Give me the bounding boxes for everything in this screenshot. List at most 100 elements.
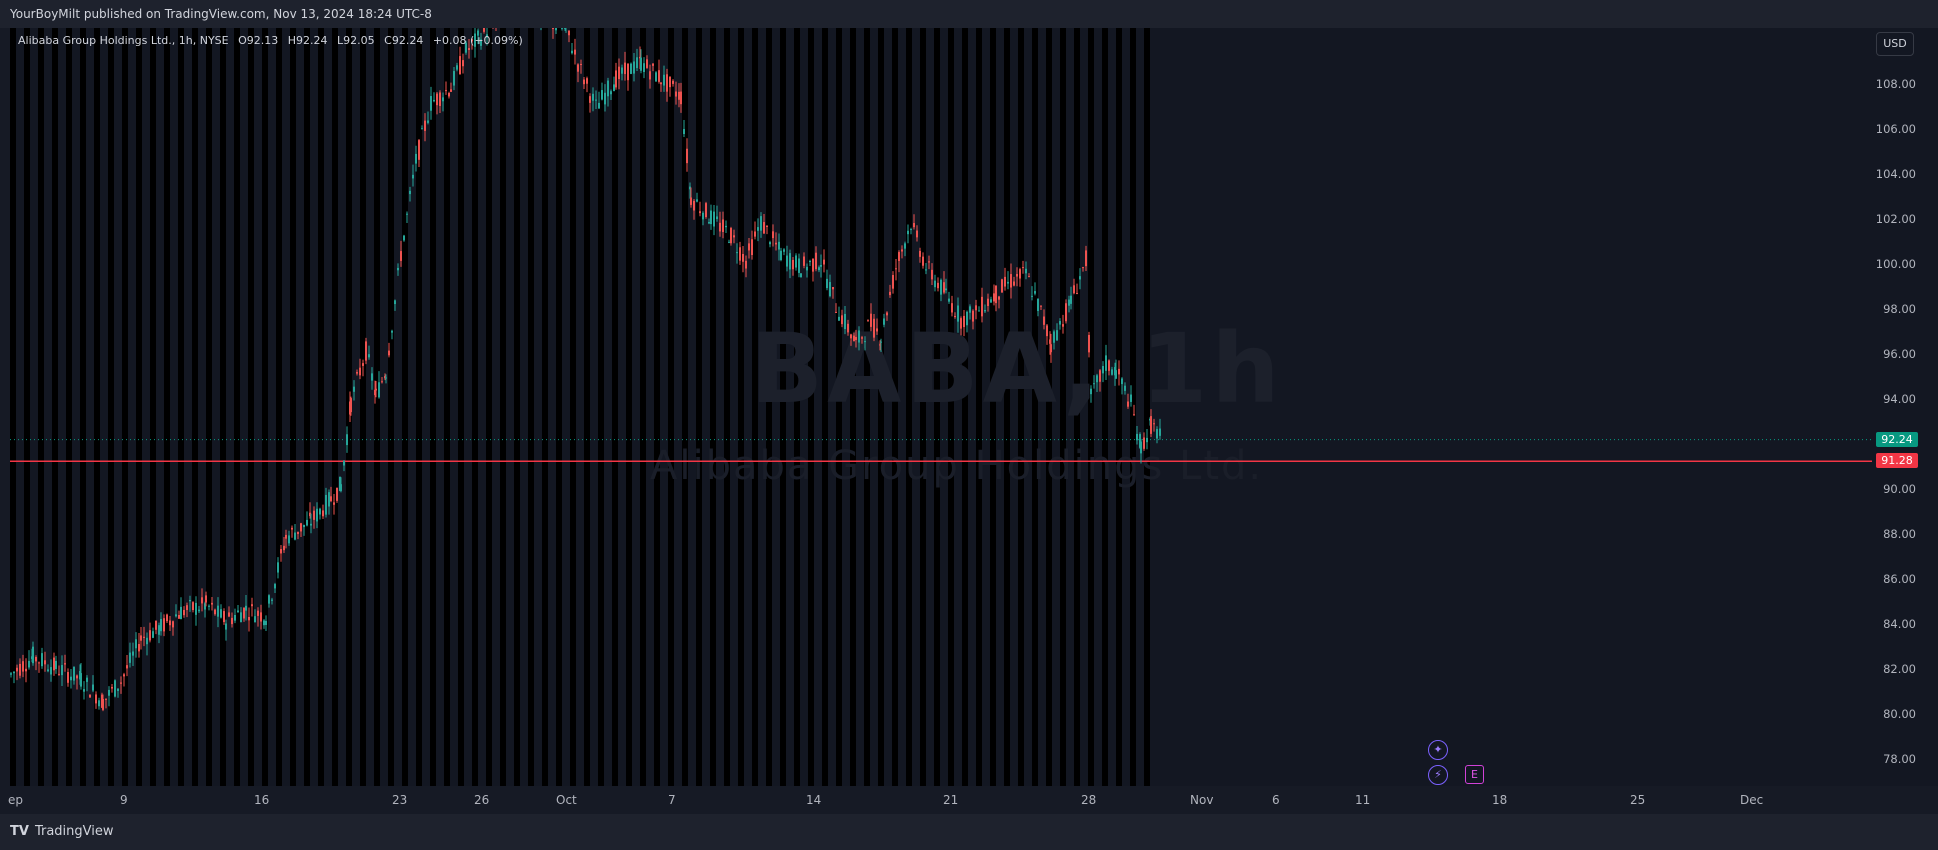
candle-body bbox=[10, 673, 12, 675]
price-axis[interactable]: 108.00 106.00 104.00 102.00 100.00 98.00 96.00… bbox=[1872, 28, 1938, 786]
tradingview-logo[interactable]: TV TradingView bbox=[10, 824, 113, 839]
time-tick: 16 bbox=[254, 793, 270, 807]
session-stripe bbox=[122, 28, 128, 786]
candle-body bbox=[143, 636, 145, 638]
candle-body bbox=[722, 219, 724, 233]
candle-body bbox=[725, 225, 727, 228]
candle-body bbox=[73, 666, 75, 681]
candle-body bbox=[129, 652, 131, 663]
candle-body bbox=[297, 531, 299, 535]
candle-body bbox=[403, 235, 405, 241]
star-event-icon[interactable]: ✦ bbox=[1428, 740, 1448, 760]
session-stripe bbox=[752, 28, 758, 786]
name-watermark: Alibaba Group Holdings Ltd. bbox=[650, 443, 1264, 489]
candle-body bbox=[1118, 368, 1120, 375]
candle-body bbox=[132, 651, 134, 656]
session-stripe bbox=[458, 28, 464, 786]
candle-body bbox=[76, 675, 78, 679]
candle-body bbox=[336, 487, 338, 501]
candle-body bbox=[995, 285, 997, 304]
legend-low: L92.05 bbox=[337, 34, 375, 47]
time-tick: 23 bbox=[392, 793, 408, 807]
session-stripe bbox=[1088, 28, 1094, 786]
price-tick: 84.00 bbox=[1883, 617, 1916, 631]
candle-body bbox=[873, 318, 875, 338]
price-tick: 102.00 bbox=[1875, 212, 1916, 226]
session-stripe bbox=[948, 28, 954, 786]
candle-body bbox=[205, 595, 207, 603]
candle-body bbox=[160, 618, 162, 632]
candle-body bbox=[1070, 295, 1072, 304]
candle-body bbox=[669, 76, 671, 88]
candle-body bbox=[477, 30, 479, 36]
session-stripe bbox=[276, 28, 282, 786]
candle-body bbox=[64, 663, 66, 665]
candle-body bbox=[415, 153, 417, 164]
candle-body bbox=[283, 545, 285, 551]
time-tick: 18 bbox=[1492, 793, 1508, 807]
candle-body bbox=[719, 222, 721, 232]
candle-body bbox=[552, 28, 554, 30]
ohlc-legend: Alibaba Group Holdings Ltd., 1h, NYSE O9… bbox=[18, 34, 529, 47]
candle-body bbox=[978, 310, 980, 312]
candle-body bbox=[574, 49, 576, 55]
footer-bar: TV TradingView bbox=[0, 814, 1938, 850]
candle-body bbox=[589, 96, 591, 103]
candle-body bbox=[89, 694, 91, 698]
session-stripe bbox=[822, 28, 828, 786]
candle-body bbox=[120, 682, 122, 684]
last-price-label: 92.24 bbox=[1876, 431, 1918, 447]
candle-body bbox=[613, 84, 615, 92]
legend-symbol-name[interactable]: Alibaba Group Holdings Ltd., 1h, NYSE bbox=[18, 34, 229, 47]
candle-body bbox=[775, 242, 777, 245]
candle-body bbox=[693, 200, 695, 211]
candle-body bbox=[853, 335, 855, 342]
candle-body bbox=[812, 258, 814, 272]
candle-body bbox=[356, 372, 358, 374]
candle-body bbox=[1121, 378, 1123, 385]
candle-body bbox=[925, 269, 927, 271]
session-stripe bbox=[654, 28, 660, 786]
session-stripe bbox=[1032, 28, 1038, 786]
candle-body bbox=[1143, 437, 1145, 449]
candle-body bbox=[1022, 267, 1024, 269]
session-stripe bbox=[584, 28, 590, 786]
candle-body bbox=[945, 288, 947, 291]
candle-body bbox=[1025, 268, 1027, 274]
candle-body bbox=[1140, 441, 1142, 454]
candle-body bbox=[748, 243, 750, 251]
time-tick: Oct bbox=[556, 793, 577, 807]
candle-body bbox=[240, 612, 242, 623]
candle-body bbox=[835, 311, 837, 313]
candle-body bbox=[53, 657, 55, 671]
candle-body bbox=[1059, 321, 1061, 325]
candle-body bbox=[175, 614, 177, 617]
tradingview-brand: TradingView bbox=[34, 824, 114, 839]
candle-body bbox=[114, 680, 116, 697]
candle-body bbox=[1004, 276, 1006, 287]
lightning-event-icon[interactable]: ⚡ bbox=[1428, 765, 1448, 785]
candle-body bbox=[303, 524, 305, 528]
candle-body bbox=[105, 698, 107, 700]
candle-body bbox=[1013, 281, 1015, 286]
candle-body bbox=[195, 602, 197, 615]
candle-body bbox=[152, 631, 154, 638]
price-tick: 86.00 bbox=[1883, 572, 1916, 586]
candle-body bbox=[277, 562, 279, 573]
candle-body bbox=[951, 303, 953, 313]
session-stripe bbox=[738, 28, 744, 786]
candle-body bbox=[789, 253, 791, 270]
candle-body bbox=[713, 211, 715, 227]
earnings-icon[interactable]: E bbox=[1465, 765, 1484, 784]
time-axis[interactable]: ep 9 16 23 26 Oct 7 14 21 28 Nov 6 11 18 25 Dec bbox=[0, 786, 1938, 814]
session-stripe bbox=[556, 28, 562, 786]
session-stripe bbox=[962, 28, 968, 786]
currency-button[interactable]: USD bbox=[1876, 32, 1914, 56]
candle-body bbox=[409, 190, 411, 195]
candle-body bbox=[733, 235, 735, 238]
candle-body bbox=[178, 615, 180, 619]
candle-body bbox=[847, 323, 849, 333]
candle-body bbox=[615, 70, 617, 88]
price-tick: 100.00 bbox=[1875, 257, 1916, 271]
session-stripe bbox=[892, 28, 898, 786]
